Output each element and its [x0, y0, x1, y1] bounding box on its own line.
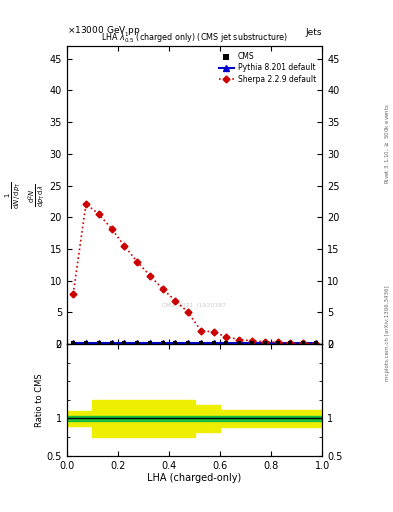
Legend: CMS, Pythia 8.201 default, Sherpa 2.2.9 default: CMS, Pythia 8.201 default, Sherpa 2.2.9 …	[217, 50, 318, 86]
Text: Rivet 3.1.10, $\geq$ 500k events: Rivet 3.1.10, $\geq$ 500k events	[383, 103, 391, 184]
X-axis label: LHA (charged-only): LHA (charged-only)	[147, 473, 242, 483]
Title: LHA $\lambda^{1}_{0.5}$ (charged only) (CMS jet substructure): LHA $\lambda^{1}_{0.5}$ (charged only) (…	[101, 30, 288, 45]
Y-axis label: Ratio to CMS: Ratio to CMS	[35, 373, 44, 426]
Text: CMS_2021_I1920187: CMS_2021_I1920187	[162, 303, 227, 308]
Y-axis label: $\frac{1}{\mathrm{d}N\,/\,\mathrm{d}p_{\mathrm{T}}}$
$\frac{\mathrm{d}^2N}{\math: $\frac{1}{\mathrm{d}N\,/\,\mathrm{d}p_{\…	[4, 181, 47, 209]
Text: Jets: Jets	[306, 28, 322, 37]
Text: mcplots.cern.ch [arXiv:1306.3436]: mcplots.cern.ch [arXiv:1306.3436]	[385, 285, 389, 380]
Text: $\times$13000 GeV pp: $\times$13000 GeV pp	[67, 24, 140, 37]
